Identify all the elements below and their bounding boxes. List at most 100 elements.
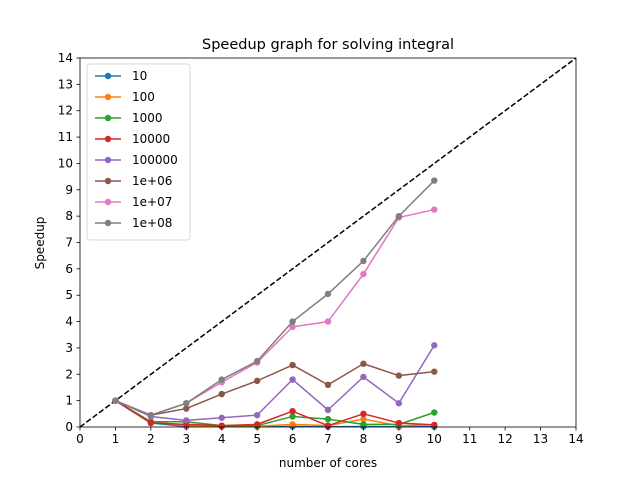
x-tick-label: 11 [462, 432, 477, 446]
data-point-10000-2 [147, 419, 155, 427]
data-point-100000-8 [360, 373, 367, 381]
y-tick-label: 8 [65, 209, 73, 223]
data-point-1e+06-6 [289, 361, 296, 369]
data-point-100000-3 [183, 417, 190, 424]
data-point-1e+06-4 [218, 390, 225, 398]
data-point-1e+08-1 [112, 397, 119, 404]
legend-marker-1e+07 [104, 198, 112, 206]
legend-marker-1e+06 [104, 177, 112, 185]
data-point-1e+08-3 [183, 400, 190, 407]
x-tick-label: 5 [253, 432, 261, 446]
y-axis-title: Speedup [33, 217, 47, 270]
data-point-100000-9 [395, 400, 403, 407]
y-tick-label: 3 [65, 341, 73, 355]
data-point-100-6 [289, 421, 296, 428]
reference-line [80, 58, 576, 427]
data-point-1000-8 [360, 421, 367, 428]
x-tick-label: 12 [498, 432, 513, 446]
data-point-1e+08-9 [395, 212, 403, 220]
chart-title: Speedup graph for solving integral [202, 37, 454, 53]
data-point-1e+07-6 [289, 323, 296, 331]
y-tick-label: 7 [65, 236, 73, 250]
data-point-1e+06-5 [253, 377, 261, 385]
legend-box [86, 63, 191, 241]
legend-label-1e+07: 1e+07 [132, 195, 172, 209]
y-tick-label: 9 [65, 183, 73, 197]
series-line-1e+08 [115, 180, 435, 416]
data-point-1e+08-8 [360, 257, 367, 265]
series-line-1000 [115, 399, 435, 427]
data-point-1e+07-8 [360, 270, 367, 278]
legend-marker-100000 [104, 156, 112, 164]
data-point-1e+08-6 [289, 318, 296, 325]
data-point-10000-5 [253, 421, 261, 428]
data-point-100-8 [360, 415, 367, 423]
y-tick-label: 1 [65, 394, 73, 408]
y-tick-label: 4 [65, 315, 73, 329]
data-point-1e+07-7 [324, 318, 332, 325]
data-point-10000-9 [395, 419, 403, 427]
series-line-100000 [115, 344, 435, 422]
data-point-10000-8 [360, 410, 367, 418]
legend-label-1e+08: 1e+08 [132, 216, 172, 230]
data-point-10000-10 [431, 421, 438, 429]
x-tick-label: 2 [147, 432, 155, 446]
data-point-100000-6 [289, 376, 296, 383]
legend-label-10: 10 [132, 69, 147, 83]
x-tick-label: 8 [360, 432, 368, 446]
x-tick-label: 14 [568, 432, 583, 446]
legend-label-100000: 100000 [132, 153, 178, 167]
x-tick-label: 1 [112, 432, 120, 446]
data-point-1000-7 [324, 415, 332, 423]
data-point-1e+06-9 [395, 372, 403, 379]
data-point-1e+08-10 [431, 177, 438, 184]
data-point-100000-10 [431, 342, 438, 349]
x-axis-title: number of cores [279, 456, 377, 470]
legend-label-1e+06: 1e+06 [132, 174, 172, 188]
data-point-100000-4 [218, 414, 225, 421]
legend-marker-10 [104, 72, 112, 80]
x-tick-label: 0 [76, 432, 84, 446]
data-point-100000-7 [324, 406, 332, 414]
y-tick-label: 10 [58, 156, 73, 170]
series-line-10000 [115, 400, 435, 427]
x-tick-label: 6 [289, 432, 297, 446]
data-point-1e+06-7 [324, 381, 332, 389]
x-tick-label: 7 [324, 432, 332, 446]
legend-marker-100 [104, 93, 112, 101]
y-tick-label: 0 [65, 420, 73, 434]
data-point-1e+08-5 [253, 357, 261, 365]
data-point-1000-10 [431, 409, 438, 416]
data-point-100000-5 [253, 411, 261, 419]
x-tick-label: 4 [218, 432, 226, 446]
data-point-1e+07-10 [431, 206, 438, 213]
y-tick-label: 6 [65, 262, 73, 276]
data-point-1e+06-3 [183, 405, 190, 412]
data-point-1000-6 [289, 413, 296, 420]
legend-marker-1000 [104, 114, 112, 122]
legend-label-100: 100 [132, 90, 155, 104]
legend-marker-1e+08 [104, 219, 112, 227]
y-tick-label: 2 [65, 367, 73, 381]
legend-marker-10000 [104, 135, 112, 143]
legend-label-10000: 10000 [132, 132, 170, 146]
data-point-1e+08-7 [324, 290, 332, 298]
y-tick-label: 13 [58, 77, 73, 91]
y-tick-label: 5 [65, 288, 73, 302]
x-tick-label: 3 [182, 432, 190, 446]
legend-label-1000: 1000 [132, 111, 163, 125]
y-tick-label: 14 [58, 51, 73, 65]
x-tick-label: 9 [395, 432, 403, 446]
x-tick-label: 13 [533, 432, 548, 446]
data-point-1e+08-2 [147, 411, 155, 419]
x-tick-label: 10 [427, 432, 442, 446]
y-tick-label: 11 [58, 130, 73, 144]
data-point-1e+08-4 [218, 376, 225, 383]
data-point-1e+06-10 [431, 368, 438, 375]
data-point-1e+06-8 [360, 360, 367, 367]
series-line-1e+06 [115, 362, 435, 416]
plot-area: 0 1 2 3 4 5 6 7 8 9 10 11 12 13 1401234567891011121314… [58, 51, 584, 446]
data-point-10000-6 [289, 407, 296, 415]
y-tick-label: 12 [58, 104, 73, 118]
